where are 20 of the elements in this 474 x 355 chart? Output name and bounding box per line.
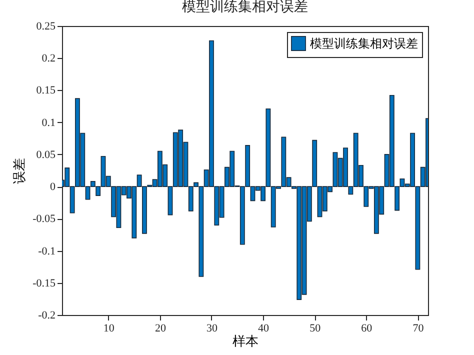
x-tick-label: 70 — [412, 322, 424, 334]
y-tick-label: -0.2 — [38, 310, 56, 322]
y-tick-label: 0.15 — [36, 84, 56, 97]
x-axis-title: 样本 — [232, 334, 258, 348]
y-tick-label: 0.1 — [42, 116, 56, 129]
y-tick-label: 0.25 — [36, 20, 56, 32]
legend-label: 模型训练集相对误差 — [310, 36, 418, 50]
x-tick-label: 60 — [361, 322, 373, 334]
y-tick-label: -0.15 — [32, 277, 56, 290]
x-tick-label: 10 — [103, 322, 115, 334]
x-tick-label: 30 — [206, 322, 218, 334]
x-tick-label: 50 — [310, 322, 322, 334]
y-tick-label: 0.2 — [42, 52, 56, 65]
y-axis-title: 误差 — [12, 158, 27, 184]
y-tick-label: -0.1 — [38, 245, 56, 258]
y-tick-label: -0.05 — [32, 213, 56, 226]
x-tick-label: 20 — [154, 322, 166, 334]
y-tick-label: 0 — [50, 181, 56, 194]
x-tick-label: 40 — [258, 322, 270, 334]
y-tick-label: 0.05 — [36, 148, 56, 161]
